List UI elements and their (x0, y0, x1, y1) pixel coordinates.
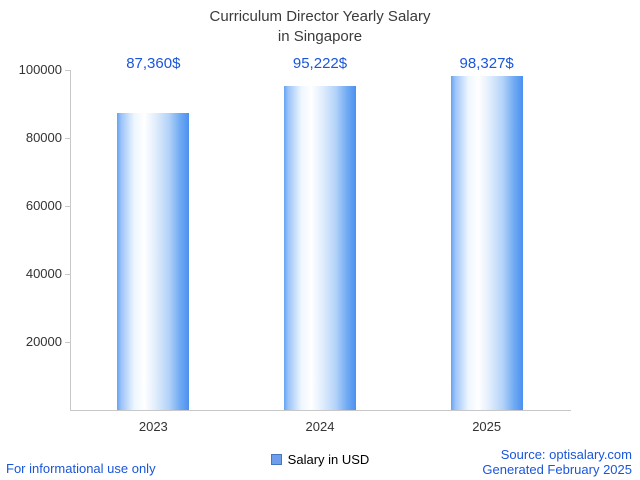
chart-title-line2: in Singapore (277, 27, 363, 45)
bar-value-label: 95,222$ (292, 55, 348, 72)
disclaimer-text: For informational use only (6, 461, 156, 476)
plot-area (70, 70, 571, 411)
y-axis-tick-label: 60000 (25, 198, 62, 213)
y-axis-tick-label: 40000 (25, 266, 62, 281)
chart-title: Curriculum Director Yearly Salary in Sin… (0, 7, 640, 46)
x-axis-tick-label: 2025 (472, 419, 502, 434)
legend-label: Salary in USD (287, 452, 370, 467)
source-block: Source: optisalary.com Generated Februar… (482, 447, 632, 478)
x-axis-tick-label: 2023 (138, 419, 168, 434)
legend-swatch-icon (270, 454, 282, 465)
y-axis-tick-label: 20000 (25, 334, 62, 349)
chart-legend: Salary in USD (0, 452, 640, 467)
generated-text: Generated February 2025 (482, 462, 632, 478)
bar-2024 (284, 86, 356, 410)
y-axis-tick-mark (65, 70, 70, 71)
bar-2025 (450, 76, 523, 410)
bar-value-label: 98,327$ (459, 55, 514, 72)
y-axis-tick-label: 100000 (18, 62, 62, 77)
y-axis-tick-mark (65, 342, 70, 343)
chart-title-line1: Curriculum Director Yearly Salary (209, 8, 431, 25)
bar-2023 (117, 113, 190, 410)
y-axis-tick-mark (65, 274, 70, 275)
source-text: Source: optisalary.com (500, 447, 632, 462)
bar-value-label: 87,360$ (126, 55, 181, 72)
y-axis-tick-mark (65, 138, 70, 139)
y-axis-tick-label: 80000 (25, 130, 62, 145)
x-axis-tick-label: 2024 (305, 419, 335, 434)
y-axis-tick-mark (65, 206, 70, 207)
